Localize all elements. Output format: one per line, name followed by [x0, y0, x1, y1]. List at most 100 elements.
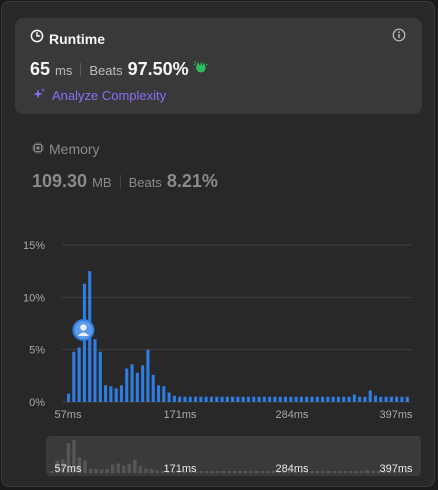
brush-bar — [77, 457, 82, 473]
brush-bar — [238, 471, 242, 473]
chart-bar — [236, 396, 240, 402]
brush-bar — [371, 471, 375, 473]
chart-bar — [299, 396, 303, 402]
brush-bar — [66, 443, 71, 473]
chart-bar — [109, 386, 113, 402]
chart-bar — [389, 396, 393, 402]
brush-bar — [177, 471, 181, 473]
chart-bar — [98, 351, 102, 402]
brush-bar — [293, 471, 298, 473]
y-tick-label: 10% — [23, 292, 45, 304]
brush-bar — [232, 471, 237, 473]
brush-tick-label: 397ms — [379, 463, 413, 475]
chart-bar — [188, 396, 192, 402]
info-icon[interactable] — [392, 28, 406, 47]
runtime-unit: ms — [55, 63, 73, 78]
brush-bar — [50, 470, 54, 473]
memory-value: 109.30 — [32, 171, 88, 191]
runtime-beats-value: 97.50% — [127, 59, 189, 79]
chart-bar — [342, 396, 346, 402]
chart-bar — [146, 349, 150, 402]
analyze-complexity-link[interactable]: Analyze Complexity — [32, 87, 166, 104]
chart-bar — [220, 396, 224, 402]
brush-bar — [188, 471, 192, 473]
chart-bar — [141, 365, 145, 402]
avatar-head — [80, 324, 87, 331]
chart-bar — [156, 385, 161, 402]
chart-bar — [262, 396, 266, 402]
chart-bar — [336, 396, 340, 402]
brush-bar — [249, 471, 253, 473]
chart-bar — [246, 396, 251, 402]
chart-bar — [363, 396, 367, 402]
runtime-value: 65 — [30, 59, 51, 79]
chart-bar — [204, 396, 208, 402]
chip-icon — [32, 141, 44, 157]
brush-bar — [332, 471, 336, 473]
brush-bar — [393, 471, 397, 473]
brush-bar — [354, 471, 359, 473]
divider — [119, 175, 121, 188]
chart-bar — [289, 396, 293, 402]
memory-unit: MB — [92, 175, 112, 190]
brush-bar — [122, 465, 126, 473]
brush-bar — [144, 468, 148, 473]
brush-bar — [160, 471, 165, 473]
chart-bar — [209, 396, 213, 402]
sparkle-icon — [32, 87, 46, 104]
chart-bar — [273, 396, 277, 402]
chart-bar — [358, 396, 362, 402]
brush-bar — [321, 471, 325, 473]
chart-bar — [114, 388, 118, 402]
brush-bar — [315, 471, 320, 473]
chart-bar — [368, 390, 372, 402]
clock-icon — [30, 29, 44, 48]
brush-bar — [216, 471, 220, 473]
brush-bar — [133, 459, 137, 473]
brush-bar — [227, 471, 231, 473]
brush-bar — [299, 471, 303, 473]
y-tick-label: 0% — [29, 397, 45, 409]
x-tick-label: 57ms — [55, 409, 82, 421]
brush-bar — [243, 471, 248, 473]
brush-bar — [254, 471, 259, 473]
chart-bar — [347, 396, 351, 402]
analyze-complexity-label: Analyze Complexity — [52, 88, 167, 103]
brush-bar — [83, 460, 87, 473]
brush-bar — [194, 471, 198, 473]
memory-header[interactable]: Memory — [32, 141, 100, 157]
memory-stats: 109.30 MB Beats 8.21% — [32, 171, 218, 192]
chart-bar — [72, 351, 76, 402]
chart-bar — [252, 396, 256, 402]
brush-bar — [182, 471, 187, 473]
runtime-card[interactable]: Runtime 65 ms Beats 97.50% Analyze Compl… — [15, 18, 422, 114]
runtime-header: Runtime — [30, 29, 105, 48]
chart-bar — [400, 396, 404, 402]
chart-bar — [215, 396, 219, 402]
brush-bar — [127, 463, 132, 473]
chart-bar — [305, 396, 309, 402]
chart-bar — [178, 396, 182, 402]
brush-bar — [365, 470, 370, 473]
x-tick-label: 397ms — [379, 409, 413, 421]
chart-bar — [315, 396, 319, 402]
chart-bar — [321, 396, 325, 402]
brush-bar — [260, 471, 264, 473]
brush-bar — [155, 470, 159, 473]
chart-bar — [326, 396, 330, 402]
brush-bar — [310, 471, 314, 473]
brush-bar — [110, 464, 115, 473]
brush-bar — [99, 469, 104, 473]
chart-bar — [93, 339, 97, 402]
brush-bar — [221, 471, 226, 473]
brush-bar — [376, 471, 381, 473]
brush-bar — [288, 471, 292, 473]
chart-bar — [241, 396, 245, 402]
chart-bar — [199, 396, 203, 402]
chart-bar — [225, 396, 229, 402]
chart-bar — [379, 396, 383, 402]
runtime-stats: 65 ms Beats 97.50% — [30, 59, 209, 80]
chart-bar — [283, 396, 288, 402]
chart-bar — [405, 396, 409, 402]
